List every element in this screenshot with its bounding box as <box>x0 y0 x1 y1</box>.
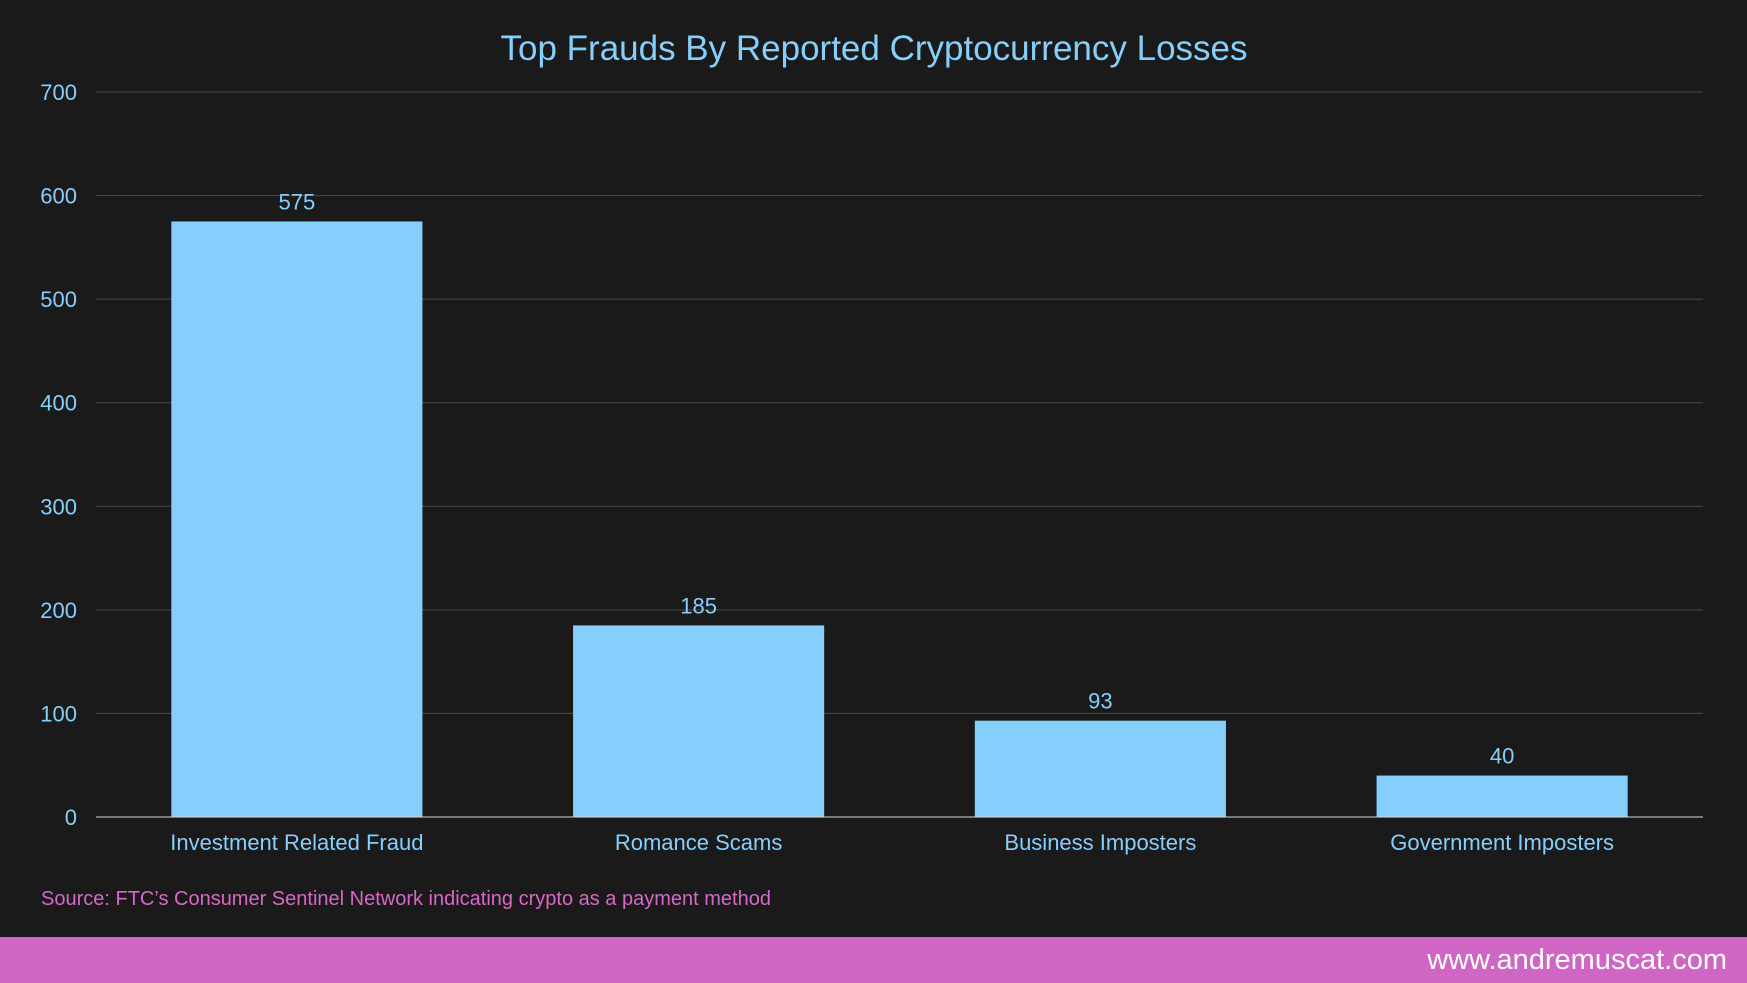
y-axis-ticks: 0 100 200 300 400 500 600 700 <box>40 80 77 830</box>
bar <box>1376 775 1628 817</box>
footer-band: www.andremuscat.com <box>0 937 1747 983</box>
data-label: 40 <box>1490 744 1514 769</box>
y-tick-label: 100 <box>40 701 77 726</box>
bar-chart: Top Frauds By Reported Cryptocurrency Lo… <box>40 29 1703 855</box>
bar <box>171 221 423 817</box>
y-tick-label: 0 <box>65 805 77 830</box>
data-label: 93 <box>1088 689 1112 714</box>
footer-website-link[interactable]: www.andremuscat.com <box>1427 944 1727 976</box>
x-category-label: Romance Scams <box>615 830 783 855</box>
bar-series: 575 185 93 40 <box>171 189 1628 817</box>
y-tick-label: 300 <box>40 494 77 519</box>
x-axis-categories: Investment Related Fraud Romance Scams Bus… <box>170 830 1614 855</box>
chart-title: Top Frauds By Reported Cryptocurrency Lo… <box>501 29 1248 68</box>
y-tick-label: 700 <box>40 80 77 105</box>
y-tick-label: 200 <box>40 598 77 623</box>
y-tick-label: 500 <box>40 287 77 312</box>
y-tick-label: 400 <box>40 391 77 416</box>
y-tick-label: 600 <box>40 184 77 209</box>
bar <box>573 625 825 817</box>
data-label: 575 <box>279 189 316 214</box>
x-category-label: Business Imposters <box>1004 830 1196 855</box>
x-category-label: Investment Related Fraud <box>170 830 423 855</box>
source-note: Source: FTC’s Consumer Sentinel Network … <box>41 888 771 910</box>
bar <box>974 720 1226 817</box>
data-label: 185 <box>680 593 717 618</box>
x-category-label: Government Imposters <box>1390 830 1614 855</box>
